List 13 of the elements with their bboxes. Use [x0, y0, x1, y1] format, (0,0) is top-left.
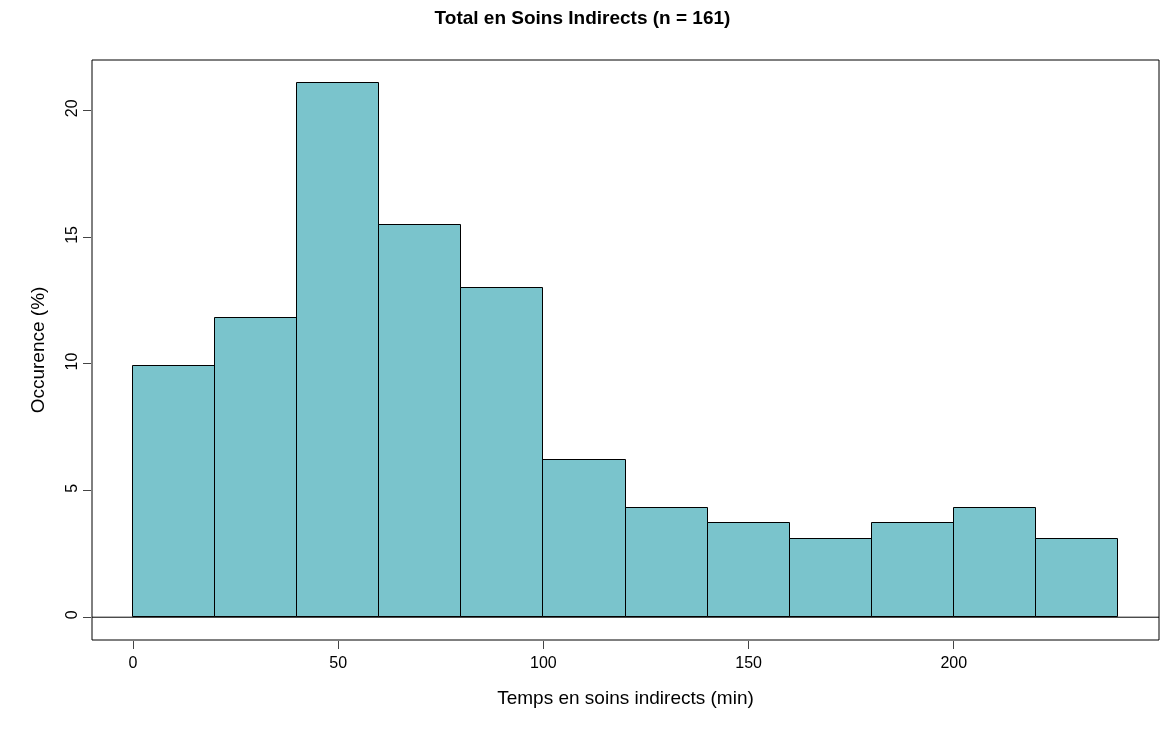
- x-tick-label: 0: [128, 654, 138, 672]
- chart-title: Total en Soins Indirects (n = 161): [434, 7, 731, 29]
- x-axis-title: Temps en soins indirects (min): [497, 687, 754, 708]
- y-tick-label: 15: [62, 225, 80, 244]
- y-tick-label: 0: [62, 610, 80, 620]
- x-tick-label: 150: [735, 654, 763, 672]
- x-tick-label: 200: [940, 654, 968, 672]
- x-tick-label: 50: [329, 654, 348, 672]
- y-tick-label: 10: [62, 352, 80, 371]
- y-tick-label: 20: [62, 99, 80, 118]
- y-axis-title: Occurence (%): [27, 286, 49, 414]
- x-tick-label: 100: [530, 654, 557, 672]
- y-tick-label: 5: [62, 483, 80, 493]
